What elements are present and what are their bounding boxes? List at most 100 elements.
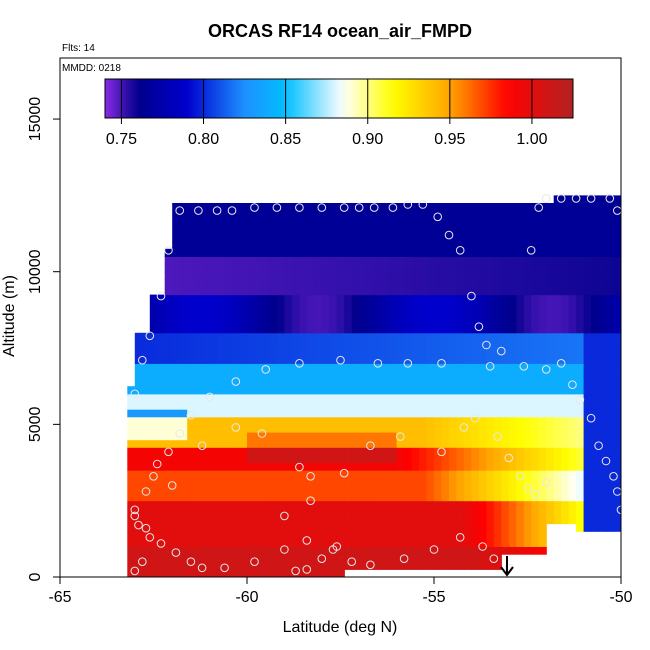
x-tick-label: -50: [609, 589, 632, 606]
field-cell: [613, 378, 621, 387]
field-cell: [553, 355, 562, 364]
field-cell: [164, 386, 173, 395]
field-cell: [217, 432, 226, 441]
field-cell: [434, 378, 443, 387]
field-cell: [606, 439, 615, 448]
field-cell: [142, 538, 151, 547]
field-cell: [336, 561, 345, 570]
field-cell: [247, 508, 256, 517]
field-cell: [157, 554, 166, 563]
field-cell: [247, 393, 256, 402]
field-cell: [224, 340, 233, 349]
field-cell: [329, 447, 338, 456]
field-cell: [389, 538, 398, 547]
field-cell: [306, 256, 315, 265]
field-cell: [321, 225, 330, 235]
field-cell: [449, 370, 458, 380]
field-cell: [194, 523, 203, 532]
field-cell: [314, 248, 323, 257]
field-cell: [366, 241, 375, 250]
field-cell: [247, 485, 256, 494]
field-cell: [576, 218, 585, 227]
field-cell: [419, 271, 428, 280]
field-cell: [434, 370, 443, 380]
field-cell: [232, 401, 241, 410]
field-cell: [508, 432, 517, 441]
field-cell: [404, 279, 413, 288]
field-cell: [284, 203, 293, 212]
field-cell: [321, 432, 330, 441]
field-cell: [321, 477, 330, 486]
field-cell: [516, 393, 525, 402]
flight-track-point: [489, 554, 499, 564]
field-cell: [598, 218, 607, 227]
field-cell: [553, 493, 562, 502]
field-cell: [381, 332, 390, 341]
field-cell: [359, 554, 368, 563]
field-cell: [276, 554, 285, 563]
field-cell: [284, 523, 293, 532]
field-cell: [411, 515, 420, 525]
field-cell: [538, 332, 547, 341]
field-cell: [493, 508, 502, 517]
field-cell: [508, 248, 517, 257]
field-cell: [321, 248, 330, 257]
field-cell: [523, 279, 532, 288]
field-cell: [247, 424, 256, 433]
field-cell: [321, 531, 330, 540]
field-cell: [299, 561, 308, 570]
field-cell: [568, 287, 577, 296]
field-cell: [359, 416, 368, 425]
field-cell: [426, 210, 435, 219]
field-cell: [329, 203, 338, 212]
field-cell: [224, 264, 233, 273]
field-cell: [411, 317, 420, 326]
field-cell: [404, 500, 413, 509]
field-cell: [516, 294, 525, 303]
flight-track-point: [613, 487, 621, 496]
field-cell: [591, 454, 600, 464]
flight-track-point: [388, 203, 398, 212]
field-cell: [351, 317, 360, 326]
field-cell: [374, 439, 383, 448]
field-cell: [291, 439, 300, 448]
field-cell: [142, 523, 151, 532]
field-cell: [591, 416, 600, 425]
field-cell: [486, 416, 495, 425]
field-cell: [501, 523, 510, 532]
field-cell: [209, 500, 218, 509]
field-cell: [478, 386, 487, 395]
field-cell: [381, 439, 390, 448]
field-cell: [516, 309, 525, 319]
field-cell: [187, 348, 196, 357]
field-cell: [224, 470, 233, 479]
field-cell: [291, 355, 300, 364]
field-cell: [404, 462, 413, 471]
field-cell: [329, 554, 338, 563]
field-cell: [478, 332, 487, 341]
field-cell: [411, 370, 420, 380]
field-cell: [426, 363, 435, 372]
field-cell: [351, 447, 360, 456]
field-cell: [172, 454, 181, 464]
field-cell: [269, 432, 278, 441]
field-cell: [471, 546, 480, 555]
field-cell: [172, 203, 181, 212]
field-cell: [149, 340, 158, 349]
field-cell: [351, 416, 360, 425]
field-cell: [478, 470, 487, 479]
field-cell: [359, 439, 368, 448]
field-cell: [209, 569, 218, 577]
field-cell: [381, 287, 390, 296]
field-cell: [606, 386, 615, 395]
field-cell: [187, 378, 196, 387]
field-cell: [411, 363, 420, 372]
field-cell: [404, 256, 413, 265]
field-cell: [389, 279, 398, 288]
field-cell: [606, 409, 615, 418]
flight-track-point: [306, 496, 315, 506]
field-cell: [606, 218, 615, 227]
field-cell: [209, 264, 218, 273]
field-cell: [284, 348, 293, 357]
field-cell: [254, 485, 263, 494]
